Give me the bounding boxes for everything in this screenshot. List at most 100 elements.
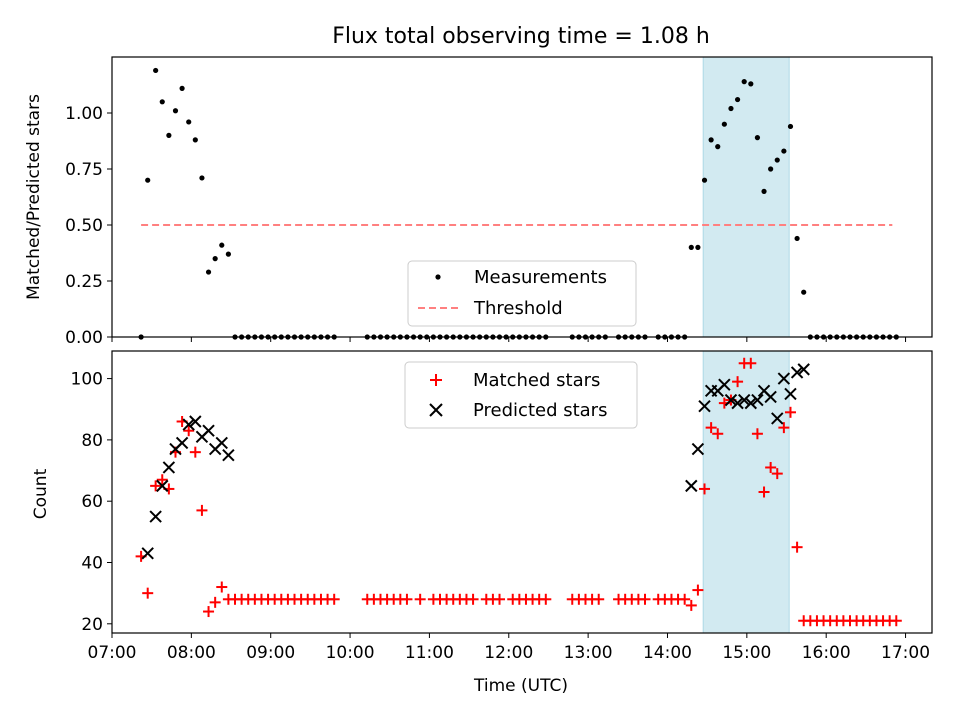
measurement-point: [192, 137, 198, 143]
bottom-y-tick-label: 20: [81, 615, 103, 635]
legend-marker-predicted: [429, 403, 443, 417]
matched-star-point: [771, 468, 783, 480]
matched-star-point: [791, 541, 803, 553]
predicted-star-point-b: [784, 387, 797, 401]
matched-star-point: [890, 615, 902, 627]
measurement-point: [715, 144, 721, 150]
x-axis-label: Time (UTC): [473, 676, 568, 696]
bottom-x-tick-label: 12:00: [484, 643, 533, 663]
matched-star-point: [732, 376, 744, 388]
bottom-x-tick-label: 08:00: [167, 643, 216, 663]
predicted-star-point-b: [175, 436, 189, 450]
matched-star-point: [328, 593, 340, 605]
matched-star-point: [189, 446, 201, 458]
predicted-star-point: [724, 393, 738, 407]
measurement-point: [728, 105, 734, 112]
predicted-star-point-b: [797, 363, 810, 376]
bottom-x-tick-label: 11:00: [405, 643, 454, 663]
predicted-star-point: [202, 424, 215, 437]
matched-star-point: [745, 357, 757, 369]
predicted-star-point: [182, 418, 195, 431]
bottom-y-tick-label: 40: [81, 554, 103, 574]
predicted-star-point-b: [744, 396, 758, 410]
legend-label-predicted: Predicted stars: [473, 400, 607, 421]
bottom-x-tick-label: 09:00: [246, 643, 295, 663]
predicted-star-point: [784, 387, 797, 401]
matched-star-point: [679, 593, 691, 605]
predicted-star-point: [731, 396, 744, 410]
predicted-star-point: [222, 449, 235, 462]
predicted-star-point-b: [691, 442, 705, 456]
bottom-y-tick-label: 80: [81, 431, 103, 451]
predicted-star-point-b: [764, 390, 777, 404]
top-y-tick-label: 0.25: [65, 272, 103, 292]
legend-label-matched: Matched stars: [473, 370, 600, 391]
predicted-star-point: [751, 393, 764, 407]
bottom-y-tick-label: 100: [71, 370, 103, 390]
matched-star-point: [685, 599, 697, 611]
bottom-x-tick-label: 13:00: [564, 643, 613, 663]
predicted-star-point-b: [162, 461, 176, 474]
predicted-star-point: [175, 436, 189, 450]
predicted-star-point-b: [751, 393, 764, 407]
matched-star-point: [494, 593, 506, 605]
bottom-x-tick-label: 15:00: [722, 643, 771, 663]
top-y-axis-label: Matched/Predicted stars: [24, 94, 44, 300]
measurement-point: [734, 96, 741, 103]
measurement-point: [695, 244, 701, 250]
measurement-point: [781, 148, 787, 154]
matched-star-point: [156, 474, 168, 486]
matched-star-point: [765, 461, 777, 473]
matched-star-point: [540, 593, 552, 605]
predicted-star-point: [698, 399, 711, 413]
predicted-star-point-b: [189, 415, 202, 428]
measurement-point: [708, 137, 714, 143]
measurement-point: [801, 289, 807, 295]
predicted-star-point-b: [215, 436, 228, 450]
bottom-axes-frame: [111, 350, 933, 634]
legend-marker-measurements: [435, 274, 441, 280]
bottom-plot-area: 20 40 60 80 100 07:00 08:00 09:00 10:00 11:00 12:0…: [71, 350, 930, 663]
legend-marker-matched: [430, 374, 442, 386]
bottom-y-tick-label: 60: [81, 492, 103, 512]
predicted-star-point-b: [149, 510, 162, 523]
predicted-star-point-b: [757, 384, 771, 398]
predicted-star-point-b: [718, 378, 731, 391]
measurement-point: [748, 81, 754, 87]
predicted-star-point: [771, 412, 784, 425]
predicted-star-point: [141, 547, 154, 560]
measurement-point: [219, 242, 225, 248]
matched-star-point: [414, 593, 426, 605]
matched-star-point: [401, 593, 413, 605]
predicted-star-point-b: [724, 393, 738, 407]
measurement-point: [754, 135, 761, 141]
predicted-star-point: [215, 436, 228, 450]
measurement-point: [145, 177, 151, 183]
predicted-star-point-b: [202, 424, 215, 437]
measurement-point: [794, 235, 800, 242]
legend-label-measurements: Measurements: [474, 267, 607, 288]
matched-star-point: [778, 422, 790, 434]
bottom-x-tick-label: 10:00: [326, 643, 375, 663]
predicted-star-point-b: [771, 412, 784, 425]
measurement-point: [186, 119, 192, 125]
predicted-star-point: [797, 363, 810, 376]
predicted-star-point-b: [141, 547, 154, 560]
top-axes-frame: [111, 56, 933, 338]
predicted-star-point: [162, 461, 176, 474]
bottom-x-tick-label: 16:00: [802, 643, 851, 663]
measurement-point: [774, 157, 780, 163]
measurement-point: [153, 67, 159, 74]
predicted-star-point: [764, 390, 777, 404]
measurement-point: [787, 123, 794, 130]
matched-star-point: [183, 425, 195, 437]
matched-star-point: [216, 581, 228, 593]
matched-star-point: [692, 584, 704, 596]
measurement-point: [166, 132, 172, 138]
predicted-star-point: [744, 396, 758, 410]
matched-star-point: [142, 587, 154, 599]
matched-star-point: [712, 428, 724, 440]
measurement-point: [768, 166, 774, 172]
measurement-point: [159, 99, 165, 105]
